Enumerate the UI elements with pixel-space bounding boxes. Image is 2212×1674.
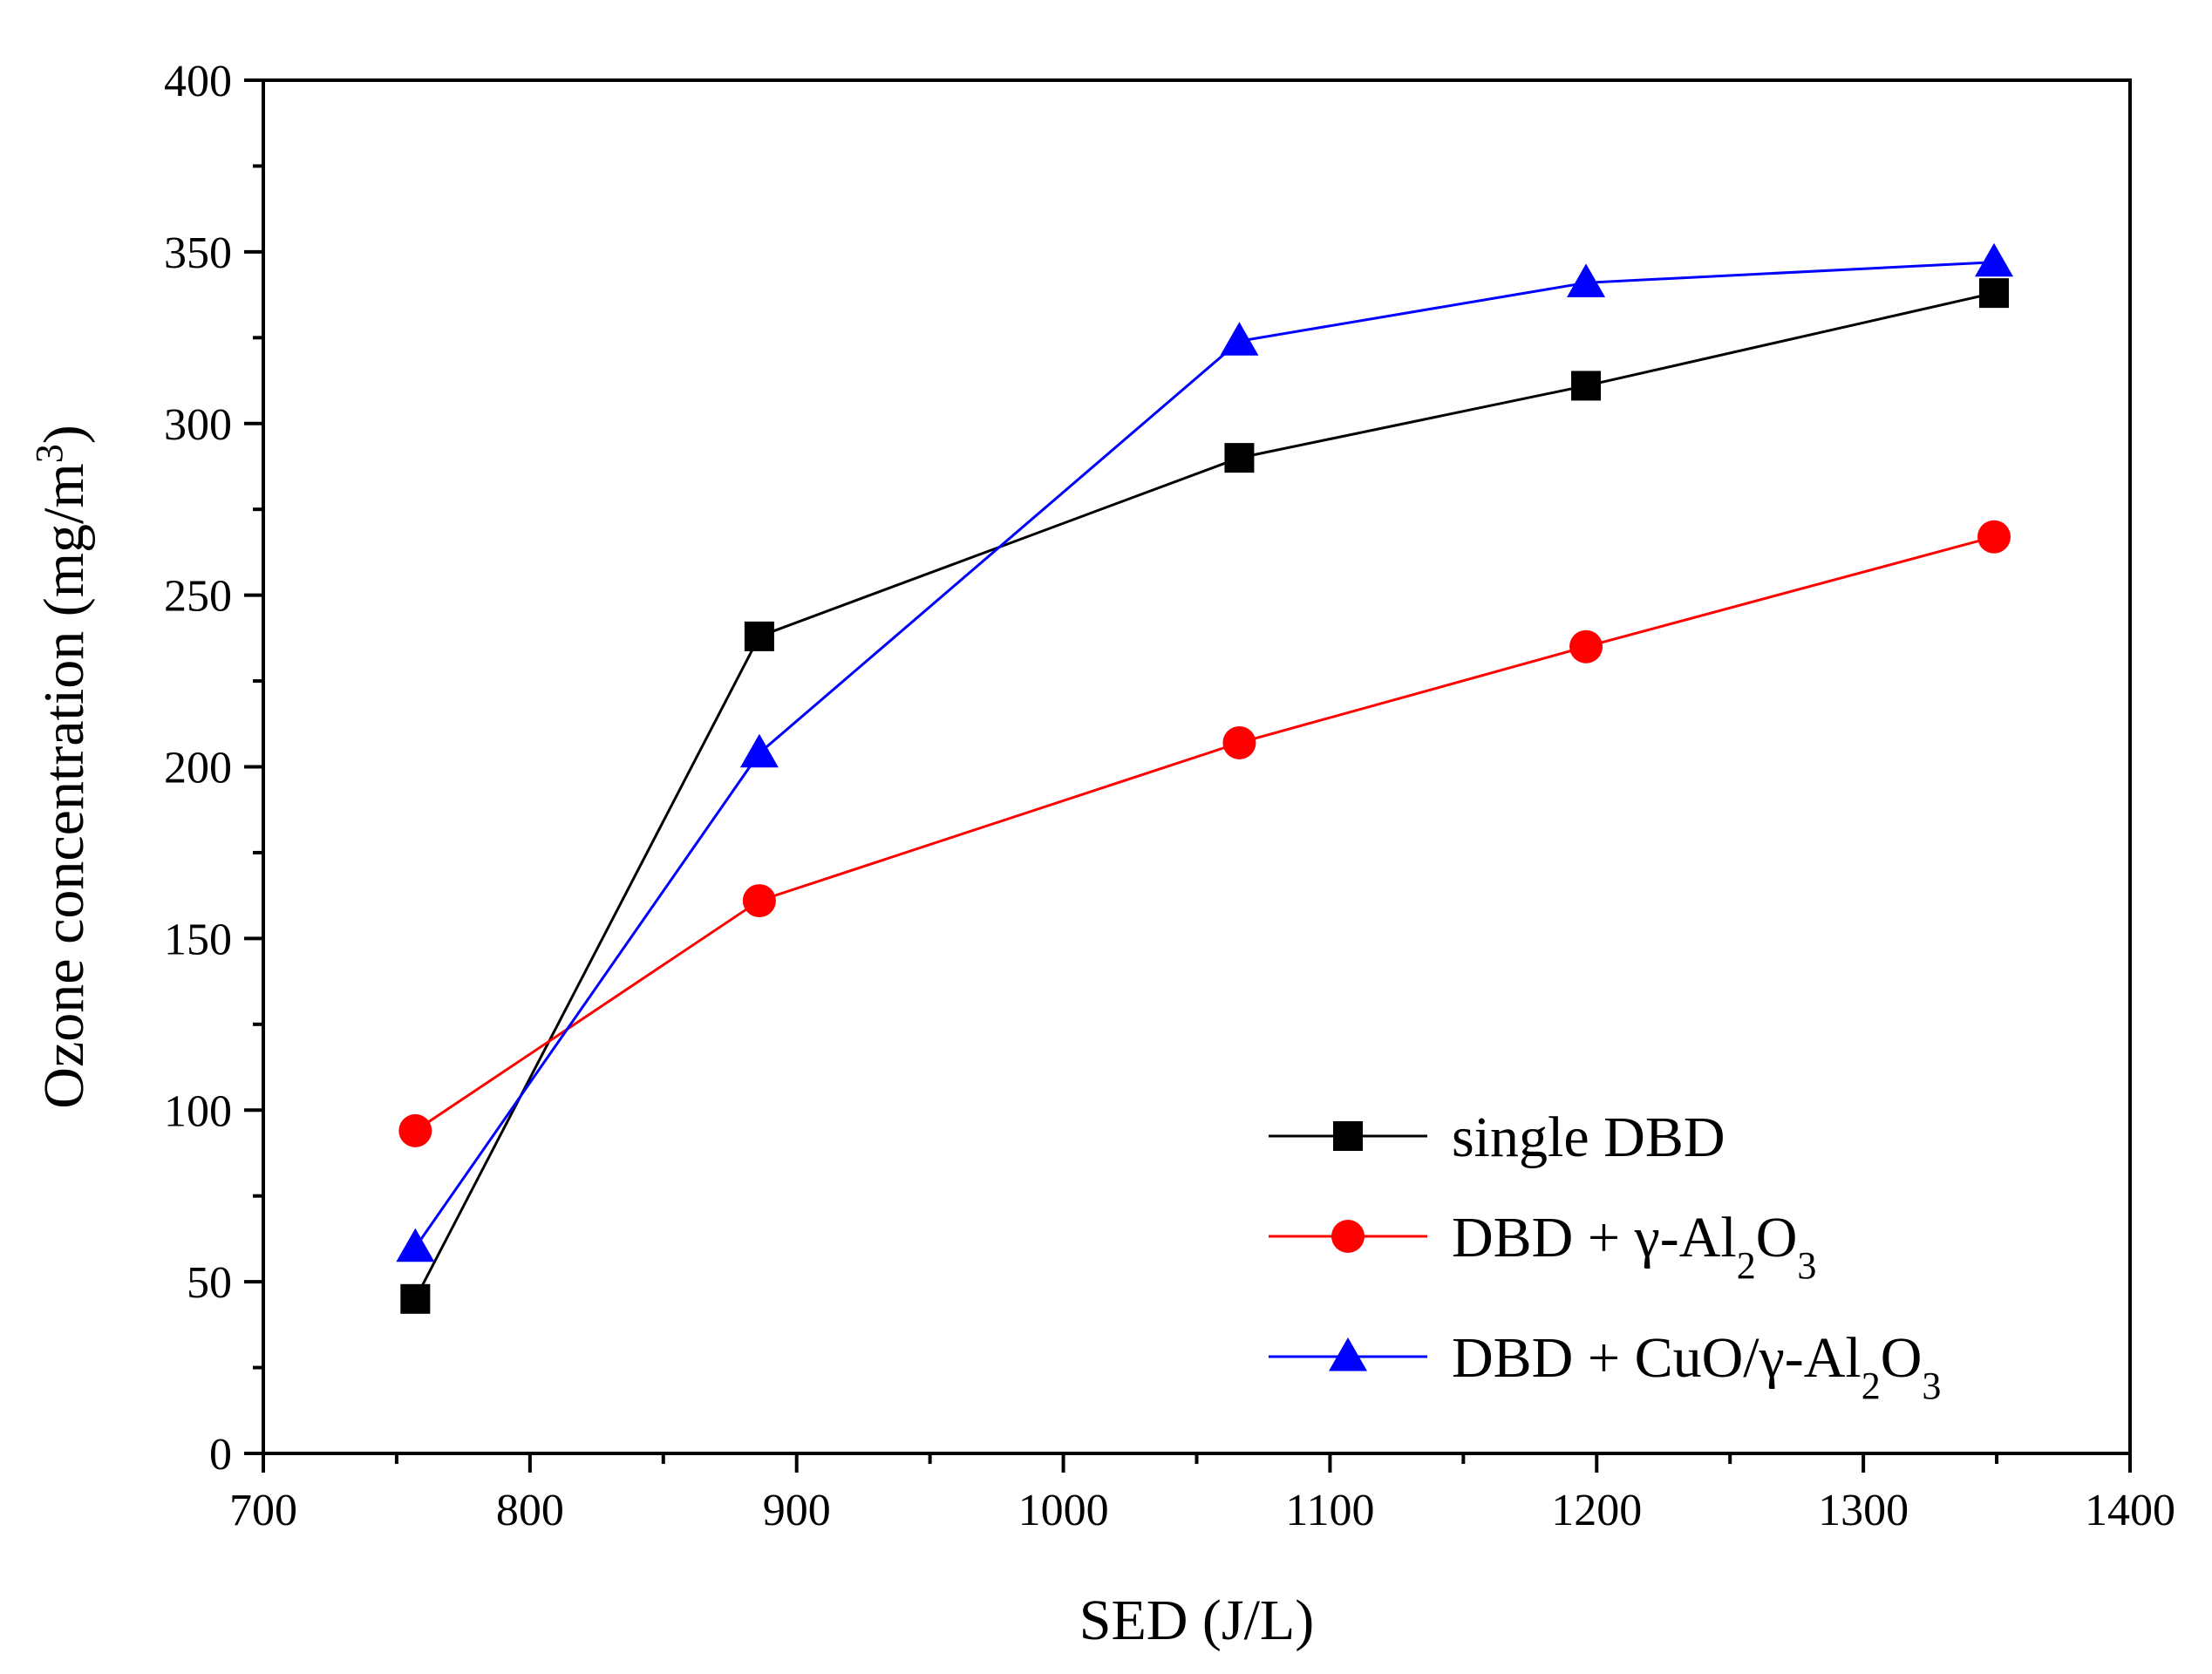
legend: single DBD DBD + γ-Al2O3 DBD + CuO/γ-Al2O3 — [1269, 1106, 1941, 1407]
legend-label: DBD + γ-Al2O3 — [1452, 1206, 1816, 1287]
x-tick-label: 1300 — [1818, 1486, 1909, 1535]
data-point-dbd-al2o3 — [398, 1113, 432, 1147]
data-point-dbd-al2o3 — [1977, 520, 2011, 554]
x-tick-label: 1100 — [1285, 1486, 1374, 1535]
x-tick-label: 1000 — [1018, 1486, 1109, 1535]
data-point-single-dbd — [400, 1283, 431, 1314]
plot-area-frame — [262, 78, 2132, 1455]
y-axis-title-close: ) — [32, 425, 96, 444]
axis-ticks — [244, 78, 2132, 1473]
data-point-dbd-al2o3 — [742, 884, 776, 918]
y-tick-label: 200 — [164, 744, 232, 793]
legend-item-dbd-cuo-al2o3: DBD + CuO/γ-Al2O3 — [1269, 1326, 1941, 1407]
data-point-single-dbd — [1979, 278, 2010, 309]
series-markers — [396, 242, 2014, 1314]
data-point-single-dbd — [1571, 371, 1602, 401]
legend-marker — [1333, 1121, 1363, 1151]
x-tick-label: 1200 — [1551, 1486, 1642, 1535]
x-tick-label: 1400 — [2085, 1486, 2175, 1535]
x-tick-label: 800 — [496, 1486, 564, 1535]
legend-label: DBD + CuO/γ-Al2O3 — [1452, 1326, 1941, 1407]
data-point-dbd-al2o3 — [1569, 629, 1603, 663]
data-point-dbd-al2o3 — [1222, 725, 1256, 759]
y-tick-label: 0 — [209, 1430, 232, 1480]
y-tick-label: 150 — [164, 915, 232, 964]
y-axis-title: Ozone concentration (mg/m3) — [28, 425, 97, 1108]
series-line-single-dbd — [414, 291, 1995, 1300]
data-point-dbd-cuo-al2o3 — [1975, 242, 2014, 277]
legend-label: single DBD — [1452, 1106, 1725, 1169]
y-tick-label: 50 — [187, 1258, 232, 1308]
y-axis-title-main: Ozone concentration (mg/m — [32, 463, 96, 1108]
y-axis-title-superscript: 3 — [28, 444, 71, 463]
data-point-dbd-cuo-al2o3 — [1220, 322, 1259, 356]
y-tick-label: 300 — [164, 400, 232, 450]
y-tick-label: 400 — [164, 57, 232, 106]
series-lines — [414, 261, 1995, 1300]
y-tick-label: 100 — [164, 1086, 232, 1136]
legend-item-dbd-al2o3: DBD + γ-Al2O3 — [1269, 1206, 1816, 1287]
data-point-dbd-cuo-al2o3 — [1567, 263, 1606, 297]
legend-item-single-dbd: single DBD — [1269, 1106, 1725, 1169]
tick-labels: 700 800 900 1000 1100 1200 1300 1400 0 50 100 150 20… — [164, 57, 2175, 1535]
data-point-dbd-cuo-al2o3 — [396, 1228, 435, 1262]
legend-marker — [1331, 1220, 1365, 1253]
legend-marker — [1329, 1337, 1367, 1371]
data-point-single-dbd — [744, 621, 774, 651]
data-point-dbd-cuo-al2o3 — [739, 733, 779, 768]
series-line-dbd-al2o3 — [414, 535, 1995, 1133]
x-axis-title: SED (J/L) — [1079, 1589, 1314, 1652]
x-tick-label: 700 — [229, 1486, 297, 1535]
y-tick-label: 350 — [164, 228, 232, 278]
y-tick-label: 250 — [164, 572, 232, 622]
x-tick-label: 900 — [763, 1486, 831, 1535]
data-point-single-dbd — [1224, 443, 1255, 473]
